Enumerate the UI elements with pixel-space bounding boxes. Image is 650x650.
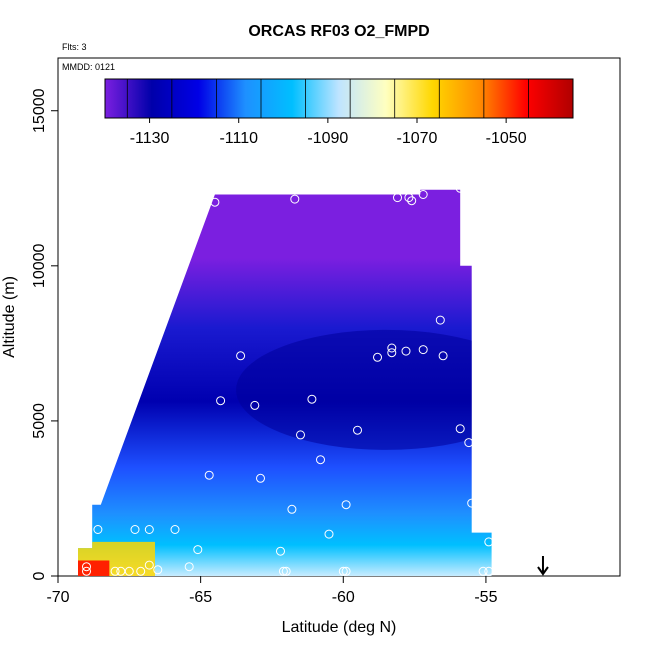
sample-point (464, 438, 474, 448)
heatmap-field (78, 189, 492, 576)
sample-point (341, 500, 351, 510)
field-core (236, 329, 492, 450)
sample-point (256, 473, 265, 483)
sample-point (484, 537, 494, 547)
colorbar-fill (104, 78, 574, 119)
sample-point (418, 190, 428, 199)
sample-point (130, 525, 140, 534)
sample-point (110, 566, 120, 576)
y-tick-label: 5000 (31, 403, 48, 439)
colorbar-dividers (126, 79, 529, 118)
x-tick-label: -70 (46, 589, 69, 606)
sample-point (353, 425, 362, 435)
sample-point (136, 566, 146, 576)
colorbar-tick-label: -1070 (397, 130, 438, 147)
sample-point (404, 193, 414, 203)
sample-point (144, 525, 154, 534)
sample-point (455, 183, 465, 193)
sample-point (455, 424, 465, 434)
x-tick-label: -65 (189, 589, 212, 606)
y-axis-title: Altitude (m) (1, 276, 18, 358)
sample-point (393, 193, 402, 203)
sample-point (250, 400, 260, 410)
sample-point (418, 345, 428, 355)
sample-point (387, 343, 397, 353)
sample-point (93, 525, 103, 534)
sample-point (401, 346, 411, 356)
sample-point (184, 562, 194, 572)
sample-point (144, 560, 154, 570)
x-axis-title: Latitude (deg N) (282, 619, 397, 636)
sample-point (236, 351, 246, 361)
sample-point (210, 197, 220, 207)
sample-point (287, 504, 297, 514)
sample-point (407, 196, 417, 206)
colorbar-tick-label: -1090 (307, 130, 348, 147)
sample-point (438, 351, 448, 361)
sample-point (82, 562, 91, 572)
sample-point (341, 566, 351, 576)
sample-point (153, 565, 163, 575)
x-tick-label: -55 (474, 589, 497, 606)
x-axis: -70 -65 -60 -55 (46, 576, 498, 606)
down-arrow-icon (537, 556, 549, 576)
sample-point (170, 525, 180, 534)
y-tick-label: 0 (31, 571, 48, 580)
y-axis: 0 5000 10000 15000 (31, 88, 58, 580)
sample-point (338, 566, 348, 576)
colorbar-tick-label: -1110 (219, 130, 258, 147)
y-tick-label: 10000 (31, 243, 48, 288)
colorbar: -1130 -1110 -1090 -1070 -1050 (104, 78, 574, 147)
y-tick-label: 15000 (31, 88, 48, 133)
mmdd-annotation: MMDD: 0121 (62, 62, 115, 72)
sample-point (316, 455, 325, 465)
arrow-head (537, 566, 549, 576)
sample-point (204, 470, 214, 480)
colorbar-ticks: -1130 -1110 -1090 -1070 -1050 (130, 118, 527, 147)
sample-point (387, 348, 397, 358)
sample-point (296, 430, 305, 440)
colorbar-tick-label: -1050 (486, 130, 527, 147)
sample-point (281, 566, 291, 576)
sample-point (467, 498, 477, 508)
sample-point (216, 396, 226, 406)
sample-point (307, 394, 317, 404)
sample-point (82, 566, 91, 576)
sample-point (373, 352, 382, 362)
chart-title: ORCAS RF03 O2_FMPD (248, 23, 429, 40)
sample-point (193, 545, 203, 555)
flights-annotation: Flts: 3 (62, 42, 87, 52)
sample-point (435, 315, 445, 325)
sample-point (276, 546, 285, 556)
sample-point (478, 566, 488, 576)
sample-point (290, 194, 300, 204)
x-tick-label: -60 (332, 589, 355, 606)
sample-point (484, 566, 494, 576)
field-hot (78, 560, 110, 576)
sample-point (124, 566, 134, 576)
sample-point (278, 566, 288, 576)
sample-point (324, 529, 334, 539)
colorbar-tick-label: -1130 (130, 130, 170, 147)
sample-points (82, 183, 494, 576)
